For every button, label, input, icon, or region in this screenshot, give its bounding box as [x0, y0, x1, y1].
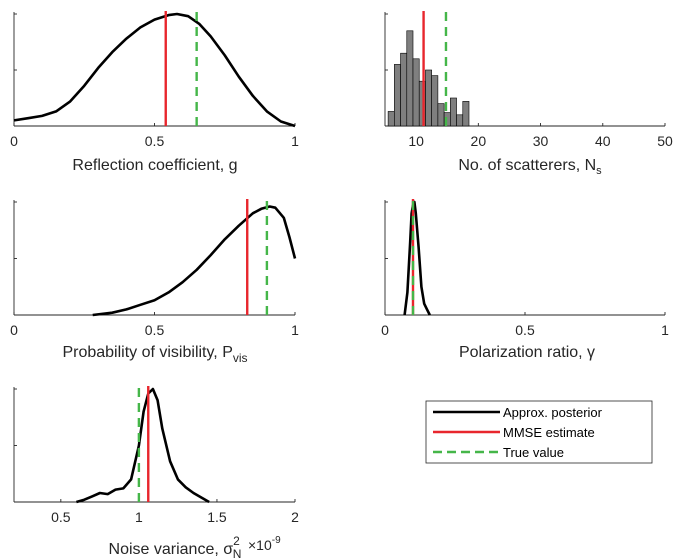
scatterers-histogram-bar [437, 103, 445, 127]
legend-label-mmse: MMSE estimate [503, 425, 595, 440]
scatterers-histogram-bar [450, 97, 457, 127]
xlabel-noise-sup: 2 [233, 534, 240, 548]
scatterers-histogram-bar [412, 58, 420, 127]
scatterers-xtick-label: 50 [657, 133, 673, 149]
panel-noise-variance: 0.5 1 1.5 2 Noise variance, σ2 N ×10-9 [13, 386, 299, 560]
polarization-xtick-label: 0 [381, 322, 389, 338]
panel-reflection-coefficient: 0 0.5 1 Reflection coefficient, g [10, 11, 299, 174]
legend-label-posterior: Approx. posterior [503, 405, 603, 420]
scatterers-xtick-label: 10 [408, 133, 424, 149]
legend: Approx. posterior MMSE estimate True val… [425, 400, 653, 464]
xlabel-visibility-main: Probability of visibility, P [62, 344, 232, 361]
xlabel-polarization: Polarization ratio, γ [459, 344, 595, 361]
panel-num-scatterers: 10 20 30 40 50 No. of scatterers, Ns [384, 11, 673, 177]
polarization-xtick-label: 0.5 [515, 322, 535, 338]
visibility-xtick-label: 0 [10, 322, 18, 338]
scatterers-histogram-bar [462, 101, 470, 127]
xlabel-noise: Noise variance, σ2 N [109, 534, 242, 560]
visibility-xtick-label: 0.5 [145, 322, 165, 338]
scatterers-histogram-bar [425, 69, 432, 127]
panel-probability-visibility: 0 0.5 1 Probability of visibility, Pvis [10, 199, 299, 365]
reflection-xtick-label: 1 [291, 133, 299, 149]
scatterers-xtick-label: 20 [471, 133, 487, 149]
noise-posterior-curve [76, 387, 210, 504]
polarization-xtick-label: 1 [661, 322, 669, 338]
exponent-label: ×10-9 [248, 535, 281, 553]
xlabel-scatterers-main: No. of scatterers, N [458, 157, 596, 174]
exponent-base: ×10 [248, 537, 272, 553]
noise-xtick-label: 2 [291, 509, 299, 525]
xlabel-scatterers-sub: s [596, 165, 602, 177]
panel-polarization-ratio: 0 0.5 1 Polarization ratio, γ [381, 199, 669, 361]
xlabel-reflection: Reflection coefficient, g [72, 157, 237, 174]
xlabel-visibility: Probability of visibility, Pvis [62, 344, 247, 365]
scatterers-histogram-bar [387, 111, 395, 127]
polarization-posterior-curve [403, 200, 431, 316]
xlabel-scatterers: No. of scatterers, Ns [458, 157, 602, 177]
scatterers-histogram-bar [431, 75, 439, 127]
noise-xtick-label: 1 [135, 509, 143, 525]
reflection-xtick-label: 0 [10, 133, 18, 149]
reflection-posterior-curve [13, 12, 296, 128]
scatterers-xtick-label: 30 [533, 133, 549, 149]
visibility-xtick-label: 1 [291, 322, 299, 338]
scatterers-histogram-bar [456, 114, 464, 127]
scatterers-histogram-bar [406, 30, 414, 127]
xlabel-visibility-sub: vis [233, 351, 248, 365]
noise-xtick-label: 0.5 [51, 509, 71, 525]
scatterers-histogram-bar [394, 64, 401, 127]
scatterers-histogram-bar [400, 52, 408, 127]
xlabel-noise-sub: N [233, 547, 242, 560]
exponent-power: -9 [272, 535, 281, 546]
reflection-xtick-label: 0.5 [145, 133, 165, 149]
xlabel-noise-main: Noise variance, σ [109, 541, 234, 558]
visibility-posterior-curve [92, 205, 297, 317]
noise-xtick-label: 1.5 [207, 509, 227, 525]
scatterers-xtick-label: 40 [595, 133, 611, 149]
legend-label-true: True value [503, 445, 564, 460]
